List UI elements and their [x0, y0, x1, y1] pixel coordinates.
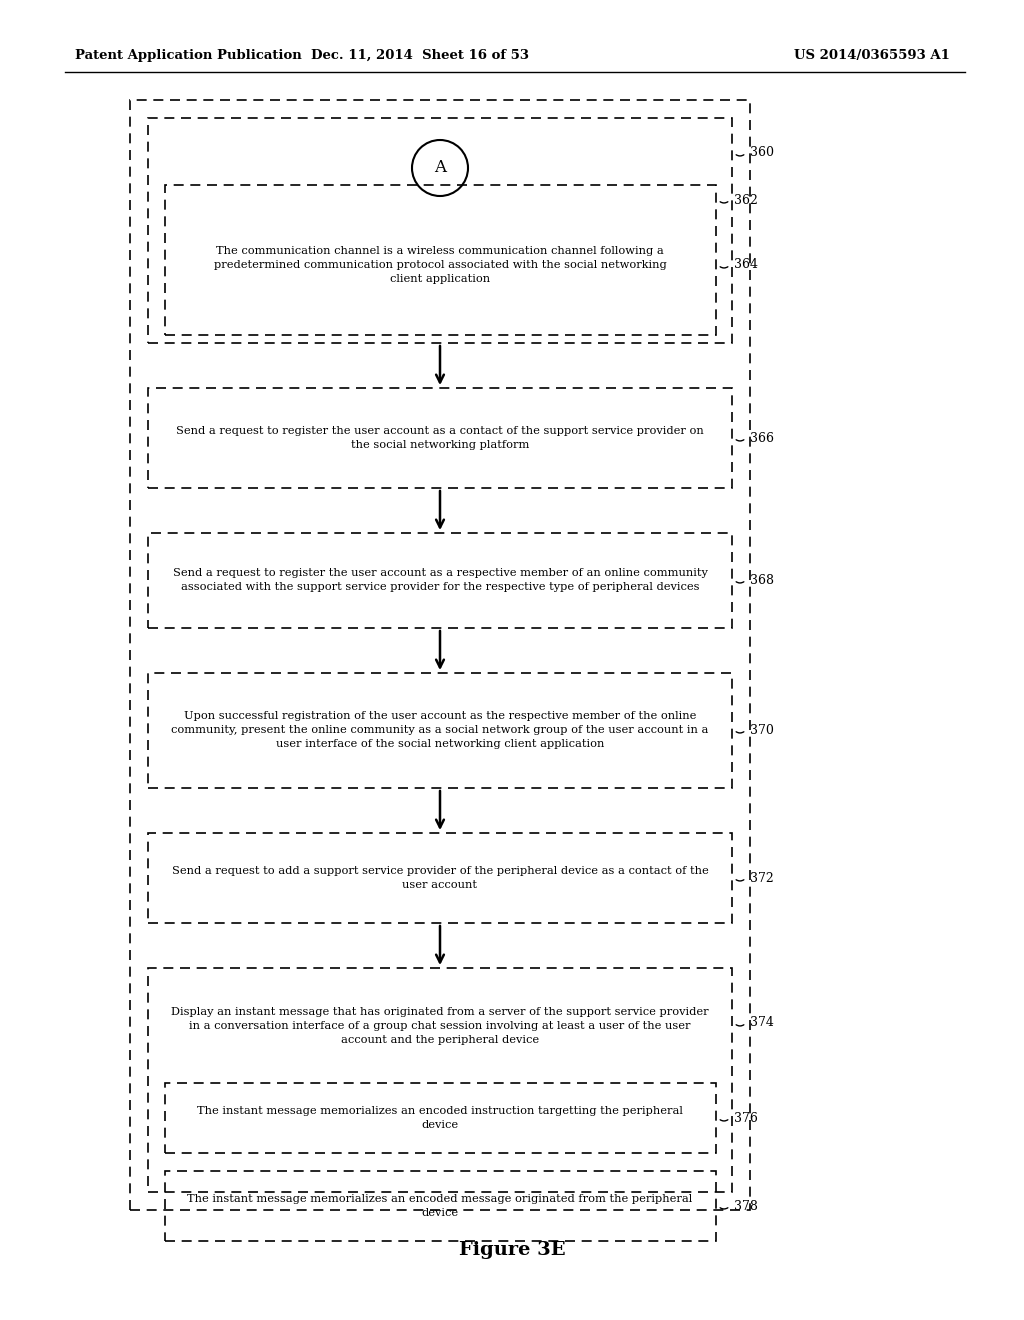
Text: 364: 364: [734, 259, 758, 272]
Text: The instant message memorializes an encoded instruction targetting the periphera: The instant message memorializes an enco…: [197, 1106, 683, 1130]
Bar: [165, 1171, 716, 1241]
Text: Send a request to add a support service provider of the peripheral device as a c: Send a request to add a support service …: [172, 866, 709, 890]
Text: 372: 372: [750, 871, 774, 884]
Text: 362: 362: [734, 194, 758, 206]
Text: A: A: [434, 160, 446, 177]
Bar: [148, 117, 732, 343]
Text: The communication channel is a wireless communication channel following a
predet: The communication channel is a wireless …: [214, 246, 667, 284]
Text: Display an instant message that has originated from a server of the support serv: Display an instant message that has orig…: [171, 1007, 709, 1045]
Text: Patent Application Publication: Patent Application Publication: [75, 49, 302, 62]
Bar: [165, 1082, 716, 1152]
Text: Upon successful registration of the user account as the respective member of the: Upon successful registration of the user…: [171, 711, 709, 748]
Text: 360: 360: [750, 147, 774, 160]
Bar: [130, 100, 750, 1210]
Text: 378: 378: [734, 1200, 758, 1213]
Bar: [148, 968, 732, 1192]
Text: Figure 3E: Figure 3E: [459, 1241, 565, 1259]
Bar: [148, 673, 732, 788]
Text: The instant message memorializes an encoded message originated from the peripher: The instant message memorializes an enco…: [187, 1195, 692, 1218]
Text: Send a request to register the user account as a respective member of an online : Send a request to register the user acco…: [173, 568, 708, 591]
Text: 366: 366: [750, 432, 774, 445]
Bar: [148, 833, 732, 923]
Text: Dec. 11, 2014  Sheet 16 of 53: Dec. 11, 2014 Sheet 16 of 53: [311, 49, 529, 62]
Text: US 2014/0365593 A1: US 2014/0365593 A1: [795, 49, 950, 62]
Bar: [148, 388, 732, 488]
Text: 370: 370: [750, 723, 774, 737]
Text: 376: 376: [734, 1111, 758, 1125]
Text: Send a request to register the user account as a contact of the support service : Send a request to register the user acco…: [176, 426, 703, 450]
Text: 374: 374: [750, 1016, 774, 1030]
Bar: [165, 185, 716, 335]
Text: 368: 368: [750, 573, 774, 586]
Bar: [148, 533, 732, 628]
